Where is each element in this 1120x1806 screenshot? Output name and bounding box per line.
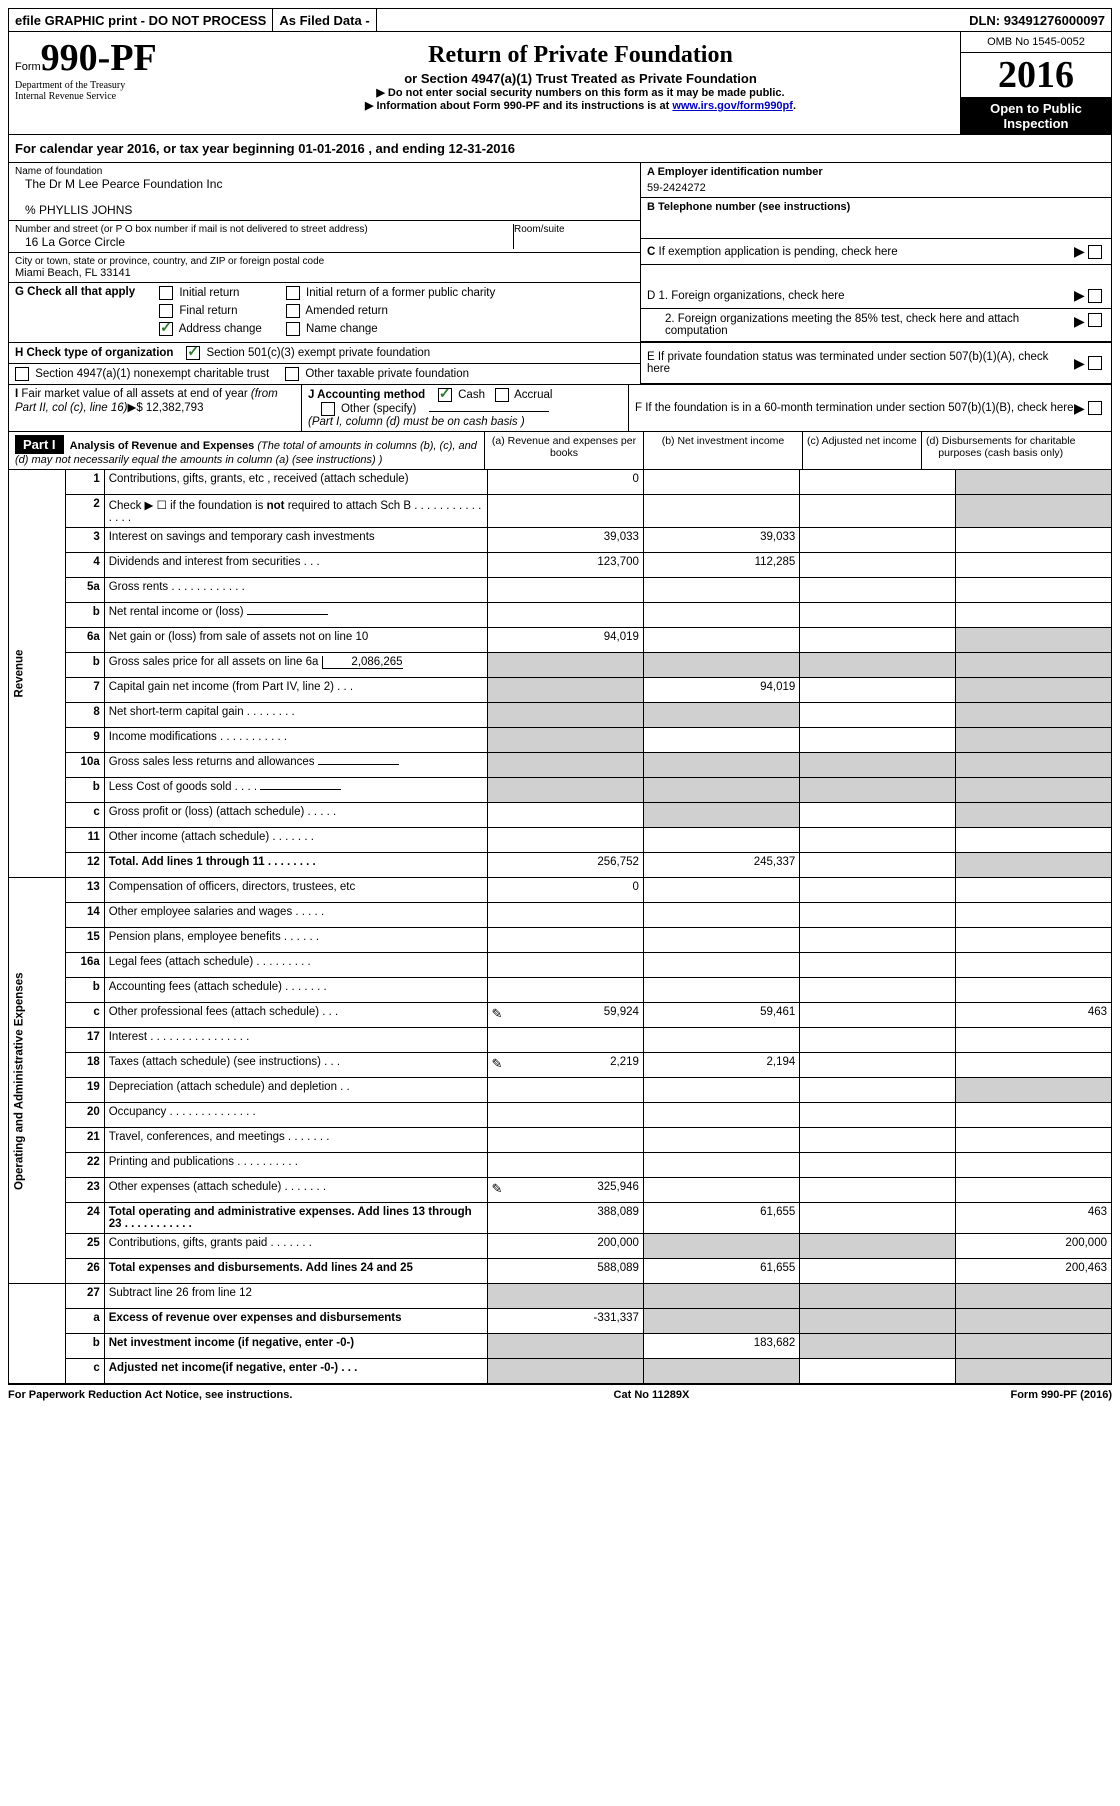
header-right: OMB No 1545-0052 2016 Open to Public Ins… (960, 32, 1111, 134)
cb-accrual[interactable] (495, 388, 509, 402)
h-label: H Check type of organization (15, 347, 173, 359)
form-header: Form990-PF Department of the Treasury In… (8, 32, 1112, 135)
table-row: bAccounting fees (attach schedule) . . .… (9, 978, 1112, 1003)
table-row: 8Net short-term capital gain . . . . . .… (9, 703, 1112, 728)
table-row: 6aNet gain or (loss) from sale of assets… (9, 628, 1112, 653)
table-row: Revenue1Contributions, gifts, grants, et… (9, 470, 1112, 495)
cb-501c3[interactable] (186, 346, 200, 360)
cb-d1[interactable] (1088, 289, 1102, 303)
efile-label: efile GRAPHIC print - DO NOT PROCESS (9, 9, 273, 31)
cb-other-method[interactable] (321, 402, 335, 416)
table-row: 16aLegal fees (attach schedule) . . . . … (9, 953, 1112, 978)
table-row: 4Dividends and interest from securities … (9, 553, 1112, 578)
phone-cell: B Telephone number (see instructions) (641, 198, 1111, 239)
cb-amended[interactable] (286, 304, 300, 318)
address-cell: Number and street (or P O box number if … (9, 221, 640, 253)
cb-final-return[interactable] (159, 304, 173, 318)
attachment-icon[interactable]: ✎ (492, 1181, 503, 1197)
header-left: Form990-PF Department of the Treasury In… (9, 32, 201, 134)
table-row: 9Income modifications . . . . . . . . . … (9, 728, 1112, 753)
table-row: 10aGross sales less returns and allowanc… (9, 753, 1112, 778)
calendar-year: For calendar year 2016, or tax year begi… (8, 135, 1112, 163)
cb-cash[interactable] (438, 388, 452, 402)
table-row: cAdjusted net income(if negative, enter … (9, 1359, 1112, 1384)
cb-other-taxable[interactable] (285, 367, 299, 381)
table-row: Operating and Administrative Expenses13C… (9, 878, 1112, 903)
table-row: 19Depreciation (attach schedule) and dep… (9, 1078, 1112, 1103)
table-row: 17Interest . . . . . . . . . . . . . . .… (9, 1028, 1112, 1053)
city-cell: City or town, state or province, country… (9, 253, 640, 283)
table-row: 2Check ▶ ☐ if the foundation is not requ… (9, 495, 1112, 528)
table-row: 7Capital gain net income (from Part IV, … (9, 678, 1112, 703)
side-label: Operating and Administrative Expenses (9, 878, 66, 1284)
table-row: 25Contributions, gifts, grants paid . . … (9, 1234, 1112, 1259)
dln: DLN: 93491276000097 (963, 9, 1111, 31)
attachment-icon[interactable]: ✎ (492, 1006, 503, 1022)
cb-initial-return[interactable] (159, 286, 173, 300)
table-row: 5aGross rents . . . . . . . . . . . . (9, 578, 1112, 603)
cb-name-change[interactable] (286, 322, 300, 336)
page-footer: For Paperwork Reduction Act Notice, see … (8, 1384, 1112, 1405)
i-cell: I Fair market value of all assets at end… (9, 385, 302, 431)
table-row: 14Other employee salaries and wages . . … (9, 903, 1112, 928)
c-line: C If exemption application is pending, c… (641, 239, 1111, 265)
asfiled-label: As Filed Data - (273, 9, 376, 31)
ein-cell: A Employer identification number 59-2424… (641, 163, 1111, 198)
table-row: cGross profit or (loss) (attach schedule… (9, 803, 1112, 828)
table-row: 23Other expenses (attach schedule) . . .… (9, 1178, 1112, 1203)
form-title: Return of Private Foundation (207, 42, 954, 69)
table-row: 12Total. Add lines 1 through 11 . . . . … (9, 853, 1112, 878)
d2-line: 2. Foreign organizations meeting the 85%… (641, 309, 1111, 342)
table-row: 27Subtract line 26 from line 12 (9, 1284, 1112, 1309)
table-row: 20Occupancy . . . . . . . . . . . . . . (9, 1103, 1112, 1128)
side-label: Revenue (9, 470, 66, 878)
table-row: cOther professional fees (attach schedul… (9, 1003, 1112, 1028)
table-row: bNet rental income or (loss) (9, 603, 1112, 628)
table-row: 3Interest on savings and temporary cash … (9, 528, 1112, 553)
top-bar: efile GRAPHIC print - DO NOT PROCESS As … (8, 8, 1112, 32)
table-row: 26Total expenses and disbursements. Add … (9, 1259, 1112, 1284)
table-row: 18Taxes (attach schedule) (see instructi… (9, 1053, 1112, 1078)
attachment-icon[interactable]: ✎ (492, 1056, 503, 1072)
irs-link[interactable]: www.irs.gov/form990pf (672, 100, 793, 112)
checkbox-c[interactable] (1088, 245, 1102, 259)
table-row: 21Travel, conferences, and meetings . . … (9, 1128, 1112, 1153)
part1-table: Revenue1Contributions, gifts, grants, et… (8, 470, 1112, 1384)
table-row: 15Pension plans, employee benefits . . .… (9, 928, 1112, 953)
cb-e[interactable] (1088, 356, 1102, 370)
cb-initial-former[interactable] (286, 286, 300, 300)
ijf-row: I Fair market value of all assets at end… (8, 385, 1112, 432)
e-line: E If private foundation status was termi… (641, 343, 1111, 384)
table-row: bNet investment income (if negative, ent… (9, 1334, 1112, 1359)
table-row: bLess Cost of goods sold . . . . (9, 778, 1112, 803)
part1-header: Part I Analysis of Revenue and Expenses … (8, 432, 1112, 470)
table-row: bGross sales price for all assets on lin… (9, 653, 1112, 678)
cb-d2[interactable] (1088, 313, 1102, 327)
cb-address-change[interactable] (159, 322, 173, 336)
cb-f[interactable] (1088, 401, 1102, 415)
f-cell: F If the foundation is in a 60-month ter… (629, 385, 1111, 431)
cb-4947[interactable] (15, 367, 29, 381)
foundation-name-cell: Name of foundation The Dr M Lee Pearce F… (9, 163, 640, 221)
d1-line: D 1. Foreign organizations, check here ▶ (641, 283, 1111, 309)
header-center: Return of Private Foundation or Section … (201, 32, 960, 134)
j-cell: J Accounting method Cash Accrual Other (… (302, 385, 629, 431)
table-row: 22Printing and publications . . . . . . … (9, 1153, 1112, 1178)
table-row: aExcess of revenue over expenses and dis… (9, 1309, 1112, 1334)
table-row: 24Total operating and administrative exp… (9, 1203, 1112, 1234)
table-row: 11Other income (attach schedule) . . . .… (9, 828, 1112, 853)
info-block: Name of foundation The Dr M Lee Pearce F… (8, 163, 1112, 283)
g-label: G Check all that apply (15, 286, 135, 298)
